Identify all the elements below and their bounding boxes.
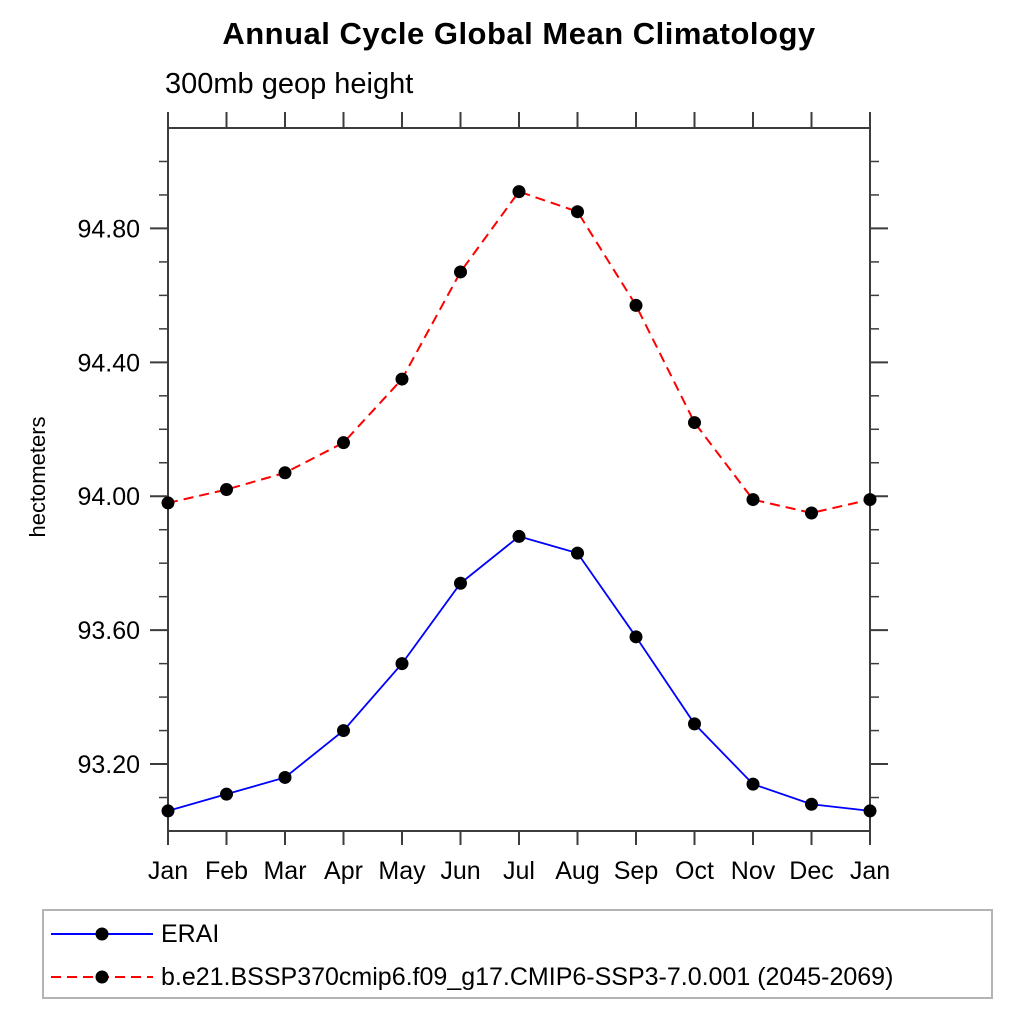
series-0-marker (571, 546, 584, 560)
legend-line-sample-model (51, 970, 153, 984)
series-1-marker (746, 493, 760, 507)
series-1-marker (278, 466, 292, 480)
x-tick-label: Aug (555, 857, 599, 885)
legend-marker-icon (95, 970, 109, 984)
chart-title: Annual Cycle Global Mean Climatology (222, 16, 816, 51)
series-1-marker (571, 205, 584, 219)
legend-entry-model: b.e21.BSSP370cmip6.f09_g17.CMIP6-SSP3-7.… (44, 962, 893, 992)
x-tick-label: Dec (789, 857, 833, 885)
legend-label-erai: ERAI (161, 919, 220, 948)
x-tick-label: Mar (263, 857, 306, 885)
x-tick-label: Jan (850, 857, 890, 885)
axis-frame (167, 127, 871, 832)
x-tick-label: Apr (324, 857, 363, 885)
x-tick-label: Sep (614, 857, 658, 885)
series-1-marker (863, 493, 877, 507)
series-0-line (167, 535, 871, 812)
series-0-marker (863, 804, 877, 818)
series-1-marker (512, 185, 526, 199)
x-tick-label: Nov (731, 857, 776, 885)
y-tick-label: 94.40 (77, 349, 140, 377)
series-1-marker (337, 436, 350, 450)
legend-marker-icon (95, 927, 109, 941)
x-tick-label: Oct (675, 857, 714, 885)
series-1-marker (395, 372, 409, 386)
series-1-marker (688, 416, 701, 430)
y-tick-label: 94.80 (77, 215, 140, 243)
legend-box: ERAI b.e21.BSSP370cmip6.f09_g17.CMIP6-SS… (42, 909, 993, 999)
series-0-marker (454, 576, 467, 590)
series-1-marker (629, 298, 643, 312)
x-tick-label: Jan (148, 857, 188, 885)
legend-label-model: b.e21.BSSP370cmip6.f09_g17.CMIP6-SSP3-7.… (161, 962, 894, 991)
series-0-marker (805, 797, 818, 811)
series-1-marker (805, 506, 818, 520)
series-0-marker (395, 657, 409, 671)
series-1-marker (161, 496, 175, 510)
series-0-marker (688, 717, 701, 731)
series-1-marker (220, 483, 233, 497)
series-0-marker (161, 804, 175, 818)
x-tick-label: Jun (440, 857, 480, 885)
series-0-marker (278, 770, 292, 784)
legend-entry-erai: ERAI (44, 919, 219, 949)
y-tick-label: 94.00 (77, 483, 140, 511)
series-0-marker (220, 787, 233, 801)
series-0-marker (629, 630, 643, 644)
x-tick-label: May (378, 857, 426, 885)
legend-line-sample-erai (51, 927, 153, 941)
series-0-marker (512, 529, 526, 543)
x-tick-label: Jul (503, 857, 535, 885)
series-1-line (167, 190, 871, 515)
series-0-marker (746, 777, 760, 791)
y-tick-label: 93.60 (77, 617, 140, 645)
series-1-marker (454, 265, 467, 279)
x-tick-label: Feb (205, 857, 248, 885)
series-0-marker (337, 724, 350, 738)
chart-subtitle: 300mb geop height (165, 68, 414, 100)
y-tick-label: 93.20 (77, 751, 140, 779)
